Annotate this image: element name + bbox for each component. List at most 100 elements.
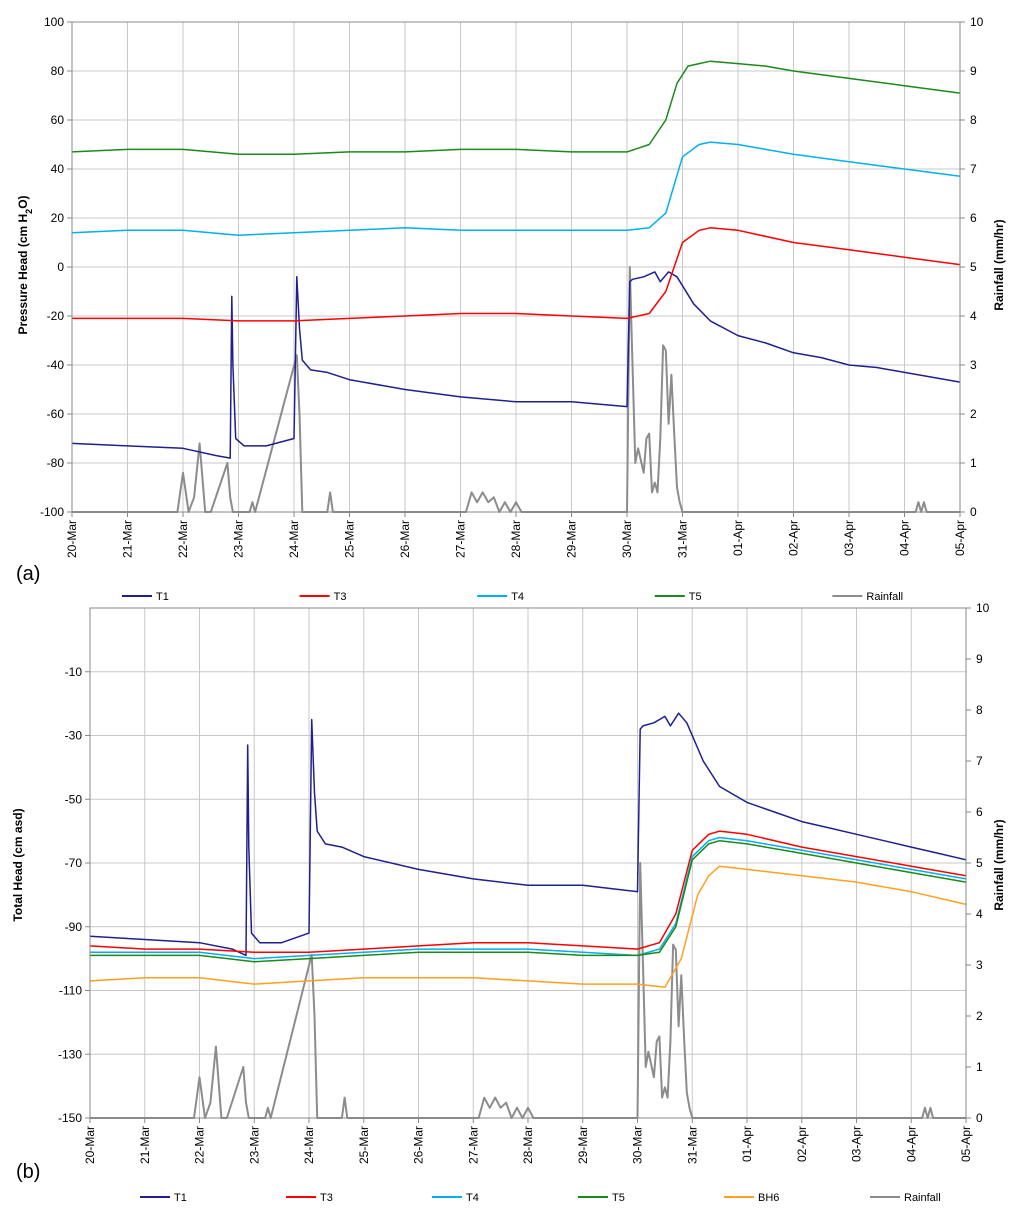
x-tick-label: 29-Mar xyxy=(576,1126,590,1164)
x-tick-label: 24-Mar xyxy=(302,1126,316,1164)
x-tick-label: 22-Mar xyxy=(176,520,190,558)
series-line-t5 xyxy=(90,839,967,963)
x-tick-label: 20-Mar xyxy=(83,1126,97,1164)
y-tick-label: -150 xyxy=(58,1111,82,1125)
y-tick-label: -110 xyxy=(59,984,82,998)
x-tick-label: 23-Mar xyxy=(232,520,246,558)
x-tick-label: 28-Mar xyxy=(509,520,523,558)
x-tick-label: 25-Mar xyxy=(357,1126,371,1164)
legend-label: T5 xyxy=(612,1192,625,1204)
y2-tick-label: 9 xyxy=(976,652,983,666)
series-line-bh6 xyxy=(89,865,967,989)
panel-b-gridlines xyxy=(89,608,967,1119)
y-tick-label: -80 xyxy=(47,456,65,470)
y-tick-label: -40 xyxy=(47,358,65,372)
x-tick-label: 01-Apr xyxy=(731,520,745,556)
legend-label: T1 xyxy=(156,591,169,603)
x-tick-label: 05-Apr xyxy=(953,520,967,556)
panel-b-label: (b) xyxy=(16,1161,40,1183)
x-tick-label: 26-Mar xyxy=(398,520,412,558)
panel-a-y2label: Rainfall (mm/hr) xyxy=(992,219,1006,310)
x-tick-label: 27-Mar xyxy=(466,1126,480,1164)
panel-b-series xyxy=(89,712,967,1119)
y-tick-label: 80 xyxy=(51,64,65,78)
series-line-t4 xyxy=(71,141,961,236)
x-tick-label: 02-Apr xyxy=(787,520,801,556)
panel-b-chart: -150 -130 -110 -90 -70 -50 -30 -10 20-Mar 21-Mar 2… xyxy=(11,601,1006,1204)
y2-tick-label: 7 xyxy=(976,754,983,768)
panel-a-legend: T1 T3 T4 T5 Rainfall xyxy=(122,591,903,603)
y2-tick-label: 8 xyxy=(970,113,977,127)
series-line-t1 xyxy=(71,271,961,459)
y-tick-label: 100 xyxy=(44,15,64,29)
y2-tick-label: 5 xyxy=(976,856,983,870)
y-tick-label: 60 xyxy=(51,113,65,127)
x-tick-label: 21-Mar xyxy=(121,520,135,558)
y2-tick-label: 10 xyxy=(976,601,990,615)
y2-tick-label: 5 xyxy=(970,260,977,274)
x-tick-label: 02-Apr xyxy=(795,1126,809,1162)
y-tick-label: -100 xyxy=(40,505,64,519)
y-tick-label: 40 xyxy=(51,162,65,176)
x-tick-label: 04-Apr xyxy=(904,1126,918,1162)
x-tick-label: 30-Mar xyxy=(620,520,634,558)
legend-label: T4 xyxy=(466,1192,479,1204)
x-tick-label: 30-Mar xyxy=(631,1126,645,1164)
panel-a-ylabel: Pressure Head (cm H2O) xyxy=(16,195,34,334)
panel-a-label: (a) xyxy=(16,563,40,585)
y-tick-label: -10 xyxy=(65,665,83,679)
y2-tick-label: 2 xyxy=(970,407,977,421)
series-line-t1 xyxy=(89,712,967,957)
x-tick-label: 20-Mar xyxy=(65,520,79,558)
y-tick-label: -70 xyxy=(65,856,83,870)
y2-tick-label: 6 xyxy=(970,211,977,225)
legend-label: BH6 xyxy=(758,1192,779,1204)
y-tick-label: 0 xyxy=(57,260,64,274)
y2-tick-label: 1 xyxy=(976,1060,983,1074)
series-line-t5 xyxy=(71,60,961,156)
y2-tick-label: 9 xyxy=(970,64,977,78)
panel-b-legend: T1 T3 T4 T5 BH6 Rainfall xyxy=(140,1192,941,1204)
legend-label: Rainfall xyxy=(866,591,903,603)
y2-tick-label: 1 xyxy=(970,456,977,470)
series-line-t3 xyxy=(89,830,967,954)
y2-tick-label: 8 xyxy=(976,703,983,717)
legend-label: T4 xyxy=(511,591,524,603)
y-tick-label: -30 xyxy=(65,729,83,743)
legend-label: Rainfall xyxy=(904,1192,941,1204)
x-tick-label: 21-Mar xyxy=(138,1126,152,1164)
x-tick-label: 31-Mar xyxy=(676,520,690,558)
plot-frame xyxy=(71,21,961,513)
x-tick-label: 24-Mar xyxy=(287,520,301,558)
x-tick-label: 03-Apr xyxy=(850,1126,864,1162)
y-tick-label: -50 xyxy=(65,792,83,806)
panel-b-ylabel: Total Head (cm asd) xyxy=(11,808,25,921)
legend-label: T5 xyxy=(689,591,702,603)
x-tick-label: 31-Mar xyxy=(685,1126,699,1164)
y2-tick-label: 7 xyxy=(970,162,977,176)
legend-label: T3 xyxy=(334,591,347,603)
panel-a-gridlines xyxy=(71,21,961,513)
series-line-t3 xyxy=(72,227,961,322)
series-line-rainfall xyxy=(90,862,966,1119)
y2-tick-label: 0 xyxy=(970,505,977,519)
series-line-rainfall xyxy=(72,266,960,513)
y2-tick-label: 3 xyxy=(976,958,983,972)
y2-tick-label: 10 xyxy=(970,15,984,29)
x-tick-label: 05-Apr xyxy=(959,1126,973,1162)
x-tick-label: 26-Mar xyxy=(412,1126,426,1164)
y2-tick-label: 0 xyxy=(976,1111,983,1125)
x-tick-label: 01-Apr xyxy=(740,1126,754,1162)
x-tick-label: 03-Apr xyxy=(842,520,856,556)
x-tick-label: 22-Mar xyxy=(193,1126,207,1164)
panel-b-axes: -150 -130 -110 -90 -70 -50 -30 -10 20-Mar 21-Mar 2… xyxy=(58,601,990,1164)
y2-tick-label: 3 xyxy=(970,358,977,372)
x-tick-label: 27-Mar xyxy=(454,520,468,558)
y2-tick-label: 4 xyxy=(976,907,983,921)
y2-tick-label: 4 xyxy=(970,309,977,323)
panel-b-y2label: Rainfall (mm/hr) xyxy=(992,819,1006,910)
y-tick-label: -130 xyxy=(58,1047,82,1061)
